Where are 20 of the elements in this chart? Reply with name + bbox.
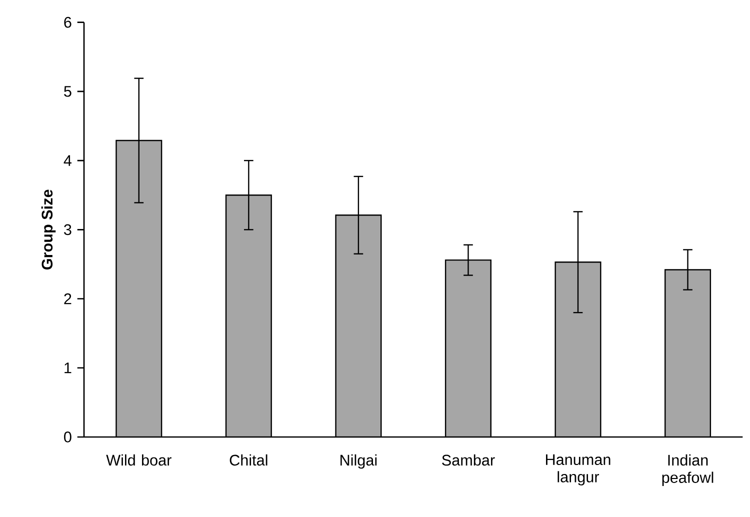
y-axis-title: Group Size [41,190,56,270]
x-tick-label: Wild boar [106,454,172,466]
bar [446,260,491,437]
y-tick-label: 3 [64,224,72,236]
y-tick-label: 1 [64,362,72,374]
bar [555,262,601,437]
bar [664,269,712,437]
y-tick-label: 5 [64,86,72,97]
x-tick-label: Chital [230,454,268,466]
x-tick-label: Nilgai [340,454,377,469]
bar [336,215,382,437]
y-tick-label: 4 [64,155,72,166]
y-tick-label: 6 [64,16,72,28]
x-tick-label: Hanuman langur [546,454,610,486]
x-tick-label: Indian peafowl [662,454,714,486]
y-tick-label: 2 [64,293,72,304]
bar [116,140,162,437]
bar [226,195,272,437]
y-tick-label: 0 [64,432,72,442]
x-tick-label: Sambar [442,454,495,466]
